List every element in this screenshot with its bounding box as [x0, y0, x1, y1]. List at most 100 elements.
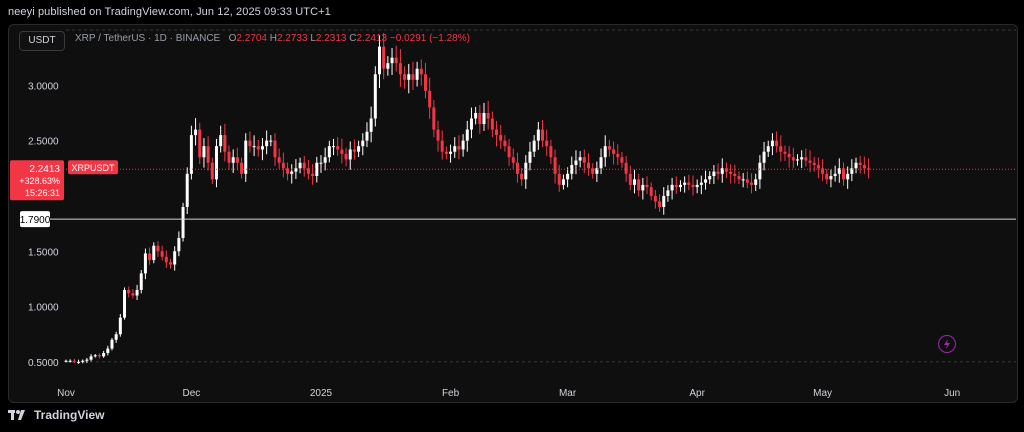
candle-body [457, 146, 461, 150]
candle-body [520, 173, 524, 180]
candle-body [482, 112, 486, 125]
candle-body [645, 184, 649, 188]
candle-body [386, 63, 390, 69]
y-tick-label: 1.0000 [28, 303, 59, 314]
candle-body [503, 140, 507, 147]
candle-body [248, 140, 252, 147]
candle-body [369, 118, 373, 132]
candle-body [478, 112, 482, 125]
candle-body [704, 179, 708, 183]
candle-body [465, 129, 469, 141]
legend-close-label: C [349, 33, 357, 44]
ticker-tag [68, 160, 118, 175]
y-tick-label: 3.0000 [28, 81, 59, 92]
candle-body [800, 157, 804, 160]
candle-body [758, 162, 762, 180]
candle-body [365, 131, 369, 141]
candle-body [114, 334, 118, 340]
candle-body [440, 140, 444, 152]
x-tick-label: Dec [183, 388, 201, 399]
candle-body [432, 107, 436, 130]
candle-body [160, 251, 164, 257]
candle-body [403, 74, 407, 80]
x-tick-label: Jun [944, 388, 960, 399]
candle-body [382, 46, 386, 69]
candle-body [265, 140, 269, 147]
chart-panel[interactable]: USDT XRP / TetherUS · 1D · BINANCE O2.27… [8, 24, 1018, 403]
candle-body [348, 149, 352, 160]
candle-body [490, 118, 494, 130]
candle-body [411, 74, 415, 80]
support-line-tag [20, 211, 50, 228]
candle-body [373, 74, 377, 119]
candle-body [85, 359, 89, 361]
candle-body [419, 68, 423, 75]
candle-body [407, 74, 411, 80]
candle-body [846, 173, 850, 180]
candle-body [770, 140, 774, 147]
candle-body [106, 348, 110, 354]
candle-body [724, 168, 728, 172]
candle-body [340, 149, 344, 154]
candle-body [858, 162, 862, 165]
candle-body [210, 162, 214, 180]
candle-body [378, 46, 381, 75]
candle-body [423, 74, 427, 91]
tradingview-footer: TradingView [8, 408, 104, 422]
candle-body [616, 153, 620, 158]
candle-body [240, 162, 244, 174]
x-tick-label: Nov [57, 388, 75, 399]
candle-body [796, 159, 799, 161]
publisher-caption: neeyi published on TradingView.com, Jun … [8, 6, 331, 18]
candle-body [336, 146, 340, 150]
y-tick-label: 1.5000 [28, 247, 59, 258]
candle-body [862, 164, 866, 169]
candle-body [474, 112, 478, 119]
candle-body [750, 182, 754, 185]
candle-body [557, 173, 561, 185]
candle-body [816, 164, 820, 169]
bolt-icon[interactable] [938, 335, 956, 353]
candle-body [632, 179, 636, 185]
candle-body [821, 168, 825, 174]
candle-body [854, 162, 858, 169]
candle-body [683, 182, 687, 185]
candle-body [708, 176, 712, 180]
candle-body [290, 171, 294, 174]
candle-body [306, 168, 310, 174]
candle-body [260, 146, 264, 150]
candle-body [231, 157, 235, 163]
candle-body [198, 129, 202, 158]
candle-body [273, 140, 277, 158]
candle-body [194, 129, 198, 136]
candle-body [227, 151, 231, 163]
candle-body [302, 162, 306, 169]
price-tag-price: 2.2413 [29, 164, 60, 175]
candle-body [787, 153, 791, 158]
candle-body [549, 146, 553, 158]
candle-body [607, 146, 611, 150]
y-tick-label: 0.5000 [28, 358, 59, 369]
candle-body [219, 135, 223, 147]
candle-body [637, 179, 641, 191]
candle-body [779, 146, 783, 152]
candle-body [499, 135, 503, 141]
candle-body [716, 171, 720, 174]
candle-body [541, 129, 545, 141]
candle-body [628, 173, 632, 185]
candle-body [515, 162, 519, 174]
candle-body [524, 162, 528, 180]
candle-body [553, 157, 557, 174]
candle-body [72, 360, 76, 362]
candle-body [269, 140, 273, 142]
candle-body [649, 187, 653, 196]
candle-body [620, 157, 624, 163]
quote-currency-chip[interactable]: USDT [19, 31, 65, 51]
candle-body [532, 140, 536, 152]
candle-body [641, 184, 645, 191]
candle-body [825, 173, 829, 180]
legend-high-label: H [269, 33, 277, 44]
x-tick-label: May [813, 388, 832, 399]
candle-body [319, 162, 323, 164]
